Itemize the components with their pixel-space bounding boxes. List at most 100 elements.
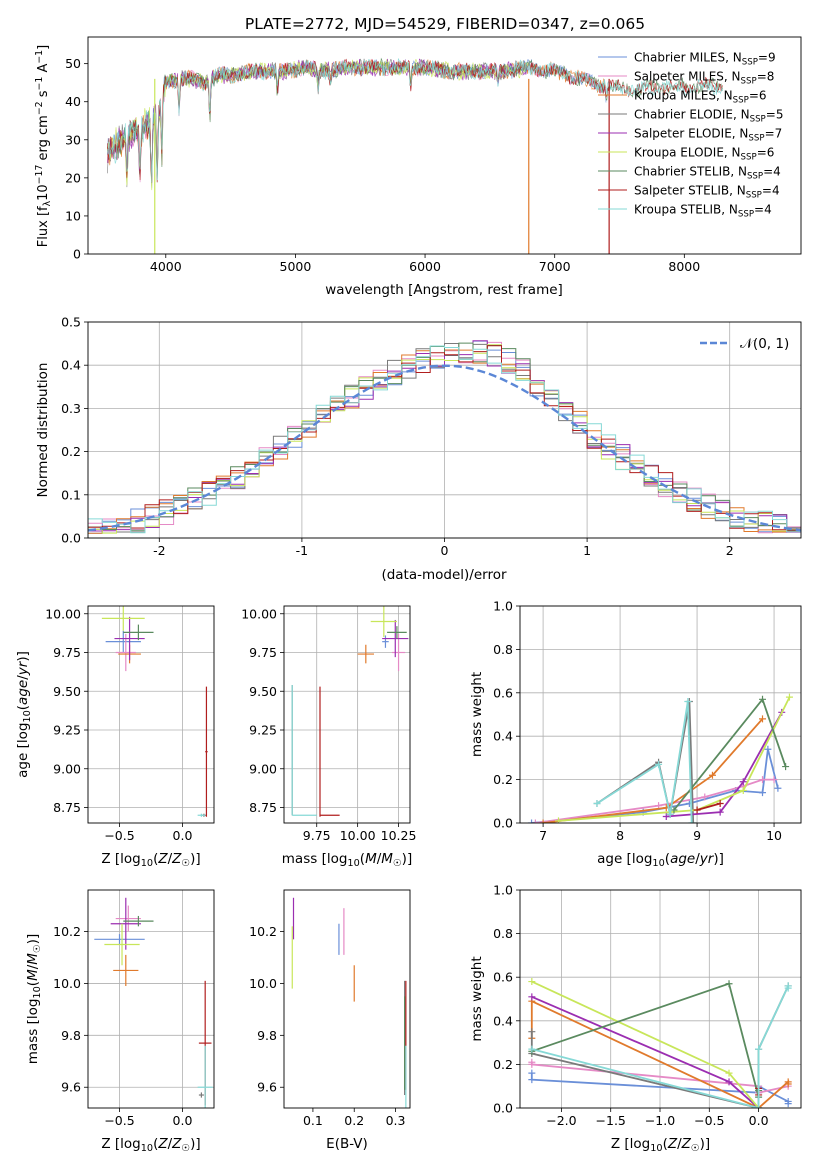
y-tick-label: 10.00: [241, 606, 277, 621]
legend-label: 𝒩(0, 1): [740, 336, 789, 352]
weight-marker: [528, 993, 536, 1001]
x-axis-label: E(B-V): [326, 1136, 368, 1152]
x-tick-label: 9: [693, 828, 701, 843]
spectrum-line: [107, 57, 723, 183]
weight-marker: [662, 812, 670, 820]
y-tick-label: 0.8: [493, 926, 513, 941]
x-axis-label: wavelength [Angstrom, rest frame]: [325, 282, 563, 298]
x-tick-label: 7000: [539, 259, 571, 274]
weight-line: [666, 711, 783, 818]
x-axis-label: mass [log10(M/M☉)]: [282, 851, 412, 869]
legend-label: Chabrier MILES, NSSP=9: [634, 51, 776, 68]
y-tick-label: 9.75: [249, 645, 277, 660]
weight-marker: [528, 1069, 536, 1077]
weight-marker: [528, 1028, 536, 1036]
weight-marker: [528, 1060, 536, 1068]
y-tick-label: 10.0: [249, 976, 277, 991]
x-tick-label: −0.5: [694, 1113, 724, 1128]
y-axis-label: age [log10(age/yr)]: [15, 651, 33, 778]
plot-area: [291, 897, 407, 1108]
y-tick-label: 0.6: [493, 970, 513, 985]
y-tick-label: 0.5: [61, 315, 81, 330]
axes-mass_vs_ebv: 0.1 0.2 0.3 9.6 9.8 10.0 10.2 E(B-V): [249, 889, 411, 1152]
y-tick-label: 0.2: [493, 772, 513, 787]
weight-marker: [684, 697, 692, 705]
y-tick-label: 0.1: [61, 487, 81, 502]
x-axis-label: age [log10(age/yr)]: [597, 851, 724, 869]
y-tick-label: 10.0: [53, 976, 81, 991]
histogram-step: [88, 345, 801, 538]
weight-marker: [782, 763, 790, 771]
x-tick-label: 8000: [668, 259, 700, 274]
y-tick-label: 8.75: [53, 800, 81, 815]
legend-label: Kroupa STELIB, NSSP=4: [634, 203, 772, 220]
x-axis-label: Z [log10(Z/Z☉)]: [101, 851, 200, 869]
x-tick-label: 8: [616, 828, 624, 843]
x-tick-label: −2.0: [546, 1113, 576, 1128]
weight-marker: [725, 1069, 733, 1077]
weight-marker: [701, 793, 709, 801]
legend-label: Kroupa MILES, NSSP=6: [634, 89, 767, 106]
weight-marker: [554, 817, 562, 823]
x-tick-label: 5000: [280, 259, 312, 274]
y-tick-label: 0.0: [493, 816, 513, 831]
weight-marker: [539, 819, 547, 823]
plot-area: [291, 606, 409, 817]
y-axis-label: mass [log10(M/M☉)]: [25, 934, 43, 1064]
y-tick-label: 10.00: [45, 606, 81, 621]
y-tick-label: 0.6: [493, 685, 513, 700]
y-tick-label: 0.4: [61, 358, 81, 373]
axes-frame: [283, 605, 411, 824]
x-tick-label: 4000: [150, 259, 182, 274]
y-tick-label: 0.0: [61, 531, 81, 546]
legend-label: Salpeter ELODIE, NSSP=7: [634, 127, 782, 144]
weight-marker: [716, 799, 724, 807]
weight-marker: [759, 715, 767, 723]
x-tick-label: 0.0: [173, 1113, 193, 1128]
legend-label: Salpeter STELIB, NSSP=4: [634, 184, 780, 201]
weight-marker: [528, 1045, 536, 1053]
x-tick-label: 0.3: [386, 1113, 406, 1128]
weight-marker: [755, 1045, 763, 1053]
y-tick-label: 0.4: [493, 729, 513, 744]
axes-frame: [87, 889, 215, 1109]
axes-frame: [87, 36, 802, 255]
weight-marker: [759, 695, 767, 703]
axes-frame: [87, 321, 802, 539]
x-tick-label: −1.5: [596, 1113, 626, 1128]
plot-area: [107, 57, 723, 254]
y-tick-label: 9.8: [61, 1028, 81, 1043]
y-tick-label: 0.0: [493, 1101, 513, 1116]
weight-marker: [693, 806, 701, 814]
weight-marker: [770, 776, 778, 784]
y-tick-label: 10.2: [249, 924, 277, 939]
axes-age_vs_mass: 9.75 10.00 10.25 8.75 9.00 9.25 9.50 9.75 10.00 m…: [241, 605, 417, 869]
y-tick-label: 1.0: [493, 599, 513, 614]
y-tick-label: 30: [65, 132, 81, 147]
y-axis-label: mass weight: [469, 672, 485, 757]
y-tick-label: 9.8: [257, 1028, 277, 1043]
x-tick-label: 0.0: [749, 1113, 769, 1128]
x-axis-label: Z [log10(Z/Z☉)]: [101, 1136, 200, 1154]
axes-residuals: -2 -1 0 1 2 0.0 0.1 0.2 0.3 0.4 0.5 (data-model)/er…: [35, 315, 802, 583]
spectrum-line: [107, 58, 723, 183]
y-tick-label: 9.50: [249, 684, 277, 699]
weight-marker: [688, 819, 696, 823]
y-tick-label: 10.2: [53, 924, 81, 939]
plot-area: [88, 340, 801, 538]
weight-line: [535, 778, 775, 823]
weight-marker: [725, 1078, 733, 1086]
x-tick-label: -1: [296, 543, 308, 558]
x-tick-label: 10.25: [381, 828, 417, 843]
weight-marker: [759, 789, 767, 797]
axes-weight_vs_Z: −2.0 −1.5 −1.0 −0.5 0.0 0.0 0.2 0.4 0.6 0.8 1.0 Z […: [469, 883, 802, 1154]
weight-marker: [755, 1104, 763, 1108]
weight-marker: [666, 810, 674, 818]
y-tick-label: 0.3: [61, 401, 81, 416]
axes-weight_vs_age: 7 8 9 10 0.0 0.2 0.4 0.6 0.8 1.0 age [log10(age/yr…: [469, 599, 802, 869]
x-tick-label: 9.75: [303, 828, 331, 843]
axes-frame: [283, 889, 411, 1109]
weight-marker: [689, 819, 697, 823]
legend-label: Chabrier ELODIE, NSSP=5: [634, 108, 783, 125]
